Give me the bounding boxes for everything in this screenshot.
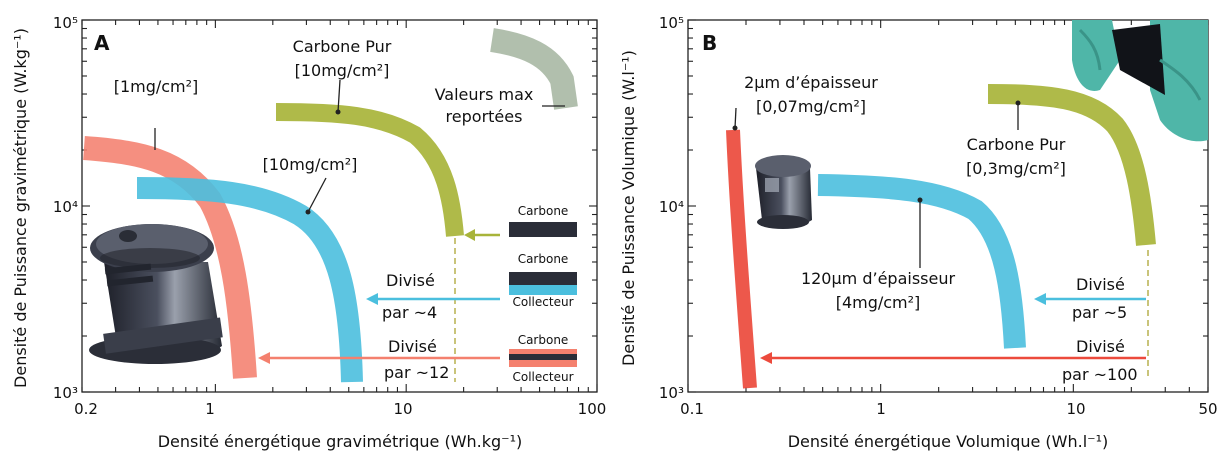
leader-dot-10mg — [305, 209, 311, 215]
panel-b-y-axis-title: Densité de Puissance Volumique (W.l⁻¹) — [619, 50, 638, 366]
legend-swatch-carbone-collecteur-light — [509, 285, 577, 295]
panel-a-tick-marks — [81, 19, 598, 393]
panel-b-ytick-2: 10⁵ — [659, 14, 684, 32]
panel-a-xtick-3: 100 — [578, 400, 607, 418]
label-carbone-pur-b-1: Carbone Pur — [967, 135, 1066, 154]
supercapacitor-image-b — [755, 155, 812, 229]
legend-swatch-salmon-dark — [509, 354, 577, 360]
legend-label-collecteur-2: Collecteur — [513, 295, 574, 309]
panel-a-ytick-1: 10⁴ — [53, 198, 78, 216]
panel-b-xtick-0: 0.1 — [680, 400, 704, 418]
panel-b-letter: B — [702, 31, 717, 55]
panel-a: A Carbone Pur [10mg/cm²] Valeurs max rep… — [11, 14, 606, 451]
label-divise4-1: Divisé — [386, 271, 435, 290]
label-carbone-pur-a-1: Carbone Pur — [293, 37, 392, 56]
valeurs-max-band — [490, 28, 578, 110]
legend-label-collecteur-3: Collecteur — [513, 370, 574, 384]
panel-a-letter: A — [94, 31, 110, 55]
leader-carbone-pur-a — [337, 79, 341, 113]
leader-dot-120um — [917, 197, 923, 203]
arrow-divise4 — [366, 293, 500, 305]
panel-a-ytick-2: 10⁵ — [53, 14, 78, 32]
panel-b-x-axis-title: Densité énergétique Volumique (Wh.l⁻¹) — [788, 432, 1109, 451]
panel-b-xtick-2: 10 — [1066, 400, 1085, 418]
gloved-hand-image — [1072, 20, 1208, 142]
label-valeurs-max-1: Valeurs max — [435, 85, 534, 104]
legend-label-carbone-2: Carbone — [518, 252, 569, 266]
arrow-divise100 — [760, 352, 1146, 364]
label-divise5-1: Divisé — [1076, 275, 1125, 294]
legend-label-carbone-3: Carbone — [518, 333, 569, 347]
label-valeurs-max-2: reportées — [446, 107, 523, 126]
label-120um-1: 120µm d’épaisseur — [801, 269, 956, 288]
leader-dot-2um — [732, 125, 738, 131]
legend-label-carbone-1: Carbone — [518, 204, 569, 218]
arrow-divise12 — [258, 352, 500, 364]
label-divise5-2: par ~5 — [1072, 303, 1127, 322]
label-2um-1: 2µm d’épaisseur — [744, 73, 878, 92]
panel-b-xtick-1: 1 — [876, 400, 886, 418]
arrow-divise5 — [1034, 293, 1146, 305]
legend-swatch-salmon-top — [509, 349, 577, 354]
leader-2um — [734, 107, 737, 129]
panel-b-xtick-3: 50 — [1198, 400, 1217, 418]
series-carbone-pur-band — [275, 103, 464, 237]
leader-dot-carbone-pur-b — [1015, 100, 1021, 106]
label-2um-2: [0,07mg/cm²] — [756, 97, 866, 116]
series-120um-band — [817, 174, 1026, 349]
label-carbone-pur-a-2: [10mg/cm²] — [295, 61, 390, 80]
legend-swatch-carbone — [509, 222, 577, 237]
series-2um-band — [726, 129, 757, 389]
legend-swatch-carbone-collecteur-dark — [509, 272, 577, 285]
label-divise100-2: par ~100 — [1062, 365, 1138, 384]
panel-a-ytick-0: 10³ — [53, 384, 78, 402]
legend-swatch-salmon-bottom — [509, 360, 577, 367]
panel-b: B 2µm d’épaisseur [0,07mg/cm²] Carbone P… — [619, 14, 1218, 451]
label-carbone-pur-b-2: [0,3mg/cm²] — [966, 159, 1066, 178]
label-divise12-1: Divisé — [388, 337, 437, 356]
label-divise100-1: Divisé — [1076, 337, 1125, 356]
panel-a-xtick-2: 10 — [393, 400, 412, 418]
arrow-olive-a — [464, 229, 500, 241]
label-120um-2: [4mg/cm²] — [836, 293, 921, 312]
panel-a-xtick-1: 1 — [205, 400, 215, 418]
label-divise12-2: par ~12 — [384, 363, 449, 382]
label-1mg: [1mg/cm²] — [114, 77, 199, 96]
series-carbone-pur-b-band — [987, 84, 1156, 246]
panel-b-ytick-0: 10³ — [659, 384, 684, 402]
label-divise4-2: par ~4 — [382, 303, 437, 322]
panel-a-y-axis-title: Densité de Puissance gravimétrique (W.kg… — [11, 28, 30, 388]
leader-10mg — [307, 177, 327, 213]
leader-dot-carbone-pur-a — [335, 109, 341, 115]
supercapacitor-image-a — [89, 224, 223, 364]
panel-b-ytick-1: 10⁴ — [659, 198, 684, 216]
panel-a-xtick-0: 0.2 — [74, 400, 98, 418]
label-10mg: [10mg/cm²] — [263, 155, 358, 174]
series-10mg-band — [136, 177, 363, 383]
panel-a-x-axis-title: Densité énergétique gravimétrique (Wh.kg… — [158, 432, 523, 451]
